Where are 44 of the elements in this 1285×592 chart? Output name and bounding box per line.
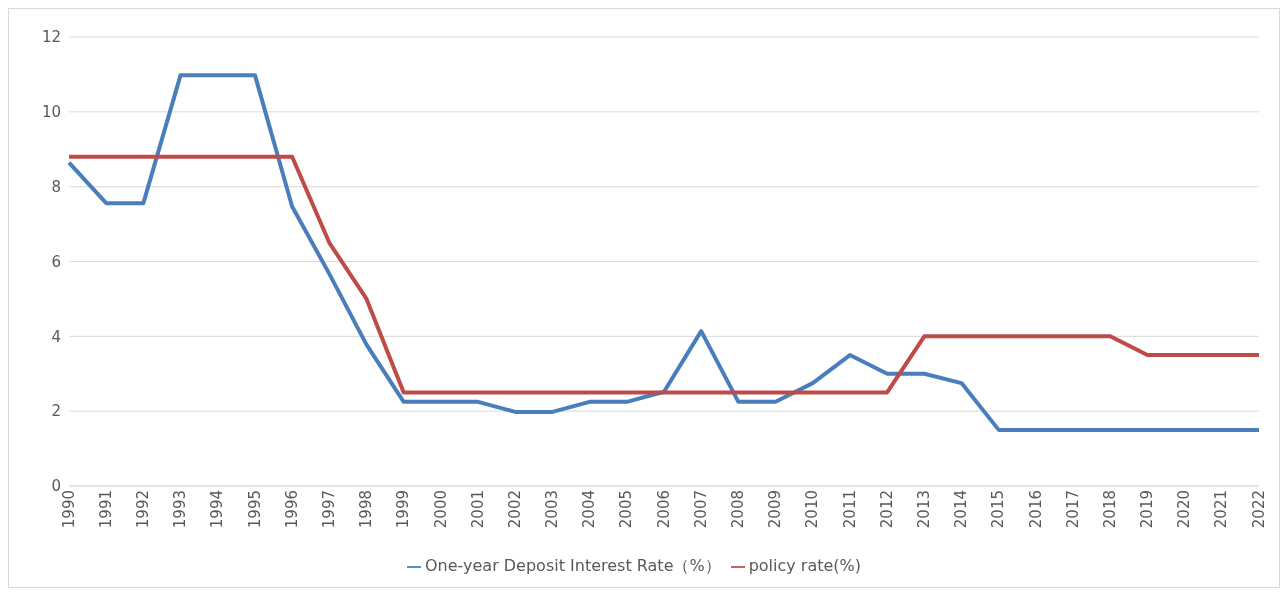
x-tick-label: 2017 xyxy=(1063,490,1082,529)
x-tick-label: 1994 xyxy=(208,490,227,529)
x-tick-label: 2018 xyxy=(1100,490,1119,529)
x-tick-label: 1991 xyxy=(96,490,115,529)
y-tick-label: 8 xyxy=(51,177,61,196)
x-tick-label: 1992 xyxy=(134,490,153,529)
x-tick-label: 2003 xyxy=(543,490,562,529)
x-tick-label: 2002 xyxy=(505,490,524,529)
x-tick-label: 1997 xyxy=(319,490,338,529)
x-tick-label: 1998 xyxy=(357,490,376,529)
x-tick-label: 2022 xyxy=(1249,490,1268,529)
legend-label: One-year Deposit Interest Rate（%） xyxy=(424,556,721,575)
x-tick-label: 2013 xyxy=(914,490,933,529)
x-tick-label: 2021 xyxy=(1212,490,1231,529)
x-tick-label: 1996 xyxy=(282,490,301,529)
line-series xyxy=(67,154,1261,395)
x-tick-label: 1999 xyxy=(394,490,413,529)
x-tick-label: 2001 xyxy=(468,490,487,529)
y-tick-label: 0 xyxy=(51,477,61,496)
y-tick-label: 4 xyxy=(51,327,61,346)
x-tick-label: 2009 xyxy=(766,490,785,529)
y-tick-label: 12 xyxy=(41,28,61,47)
x-tick-label: 2010 xyxy=(803,490,822,529)
x-tick-label: 2020 xyxy=(1175,490,1194,529)
line-series xyxy=(67,73,1261,432)
x-tick-label: 1990 xyxy=(59,490,78,529)
x-tick-label: 2011 xyxy=(840,490,859,529)
y-tick-label: 2 xyxy=(51,402,61,421)
x-tick-label: 2016 xyxy=(1026,490,1045,529)
x-tick-label: 2019 xyxy=(1138,490,1157,529)
x-tick-label: 1993 xyxy=(171,490,190,529)
legend-label: policy rate(%) xyxy=(748,556,862,575)
x-tick-label: 2007 xyxy=(691,490,710,529)
x-tick-label: 2008 xyxy=(729,490,748,529)
x-tick-label: 2004 xyxy=(580,490,599,529)
y-tick-label: 6 xyxy=(51,252,61,271)
x-tick-label: 2006 xyxy=(654,490,673,529)
x-tick-label: 2000 xyxy=(431,490,450,529)
x-tick-label: 2012 xyxy=(877,490,896,529)
x-tick-label: 2014 xyxy=(952,490,971,529)
y-tick-label: 10 xyxy=(41,103,61,122)
x-tick-label: 2015 xyxy=(989,490,1008,529)
x-tick-label: 1995 xyxy=(245,490,264,529)
x-tick-label: 2005 xyxy=(617,490,636,529)
